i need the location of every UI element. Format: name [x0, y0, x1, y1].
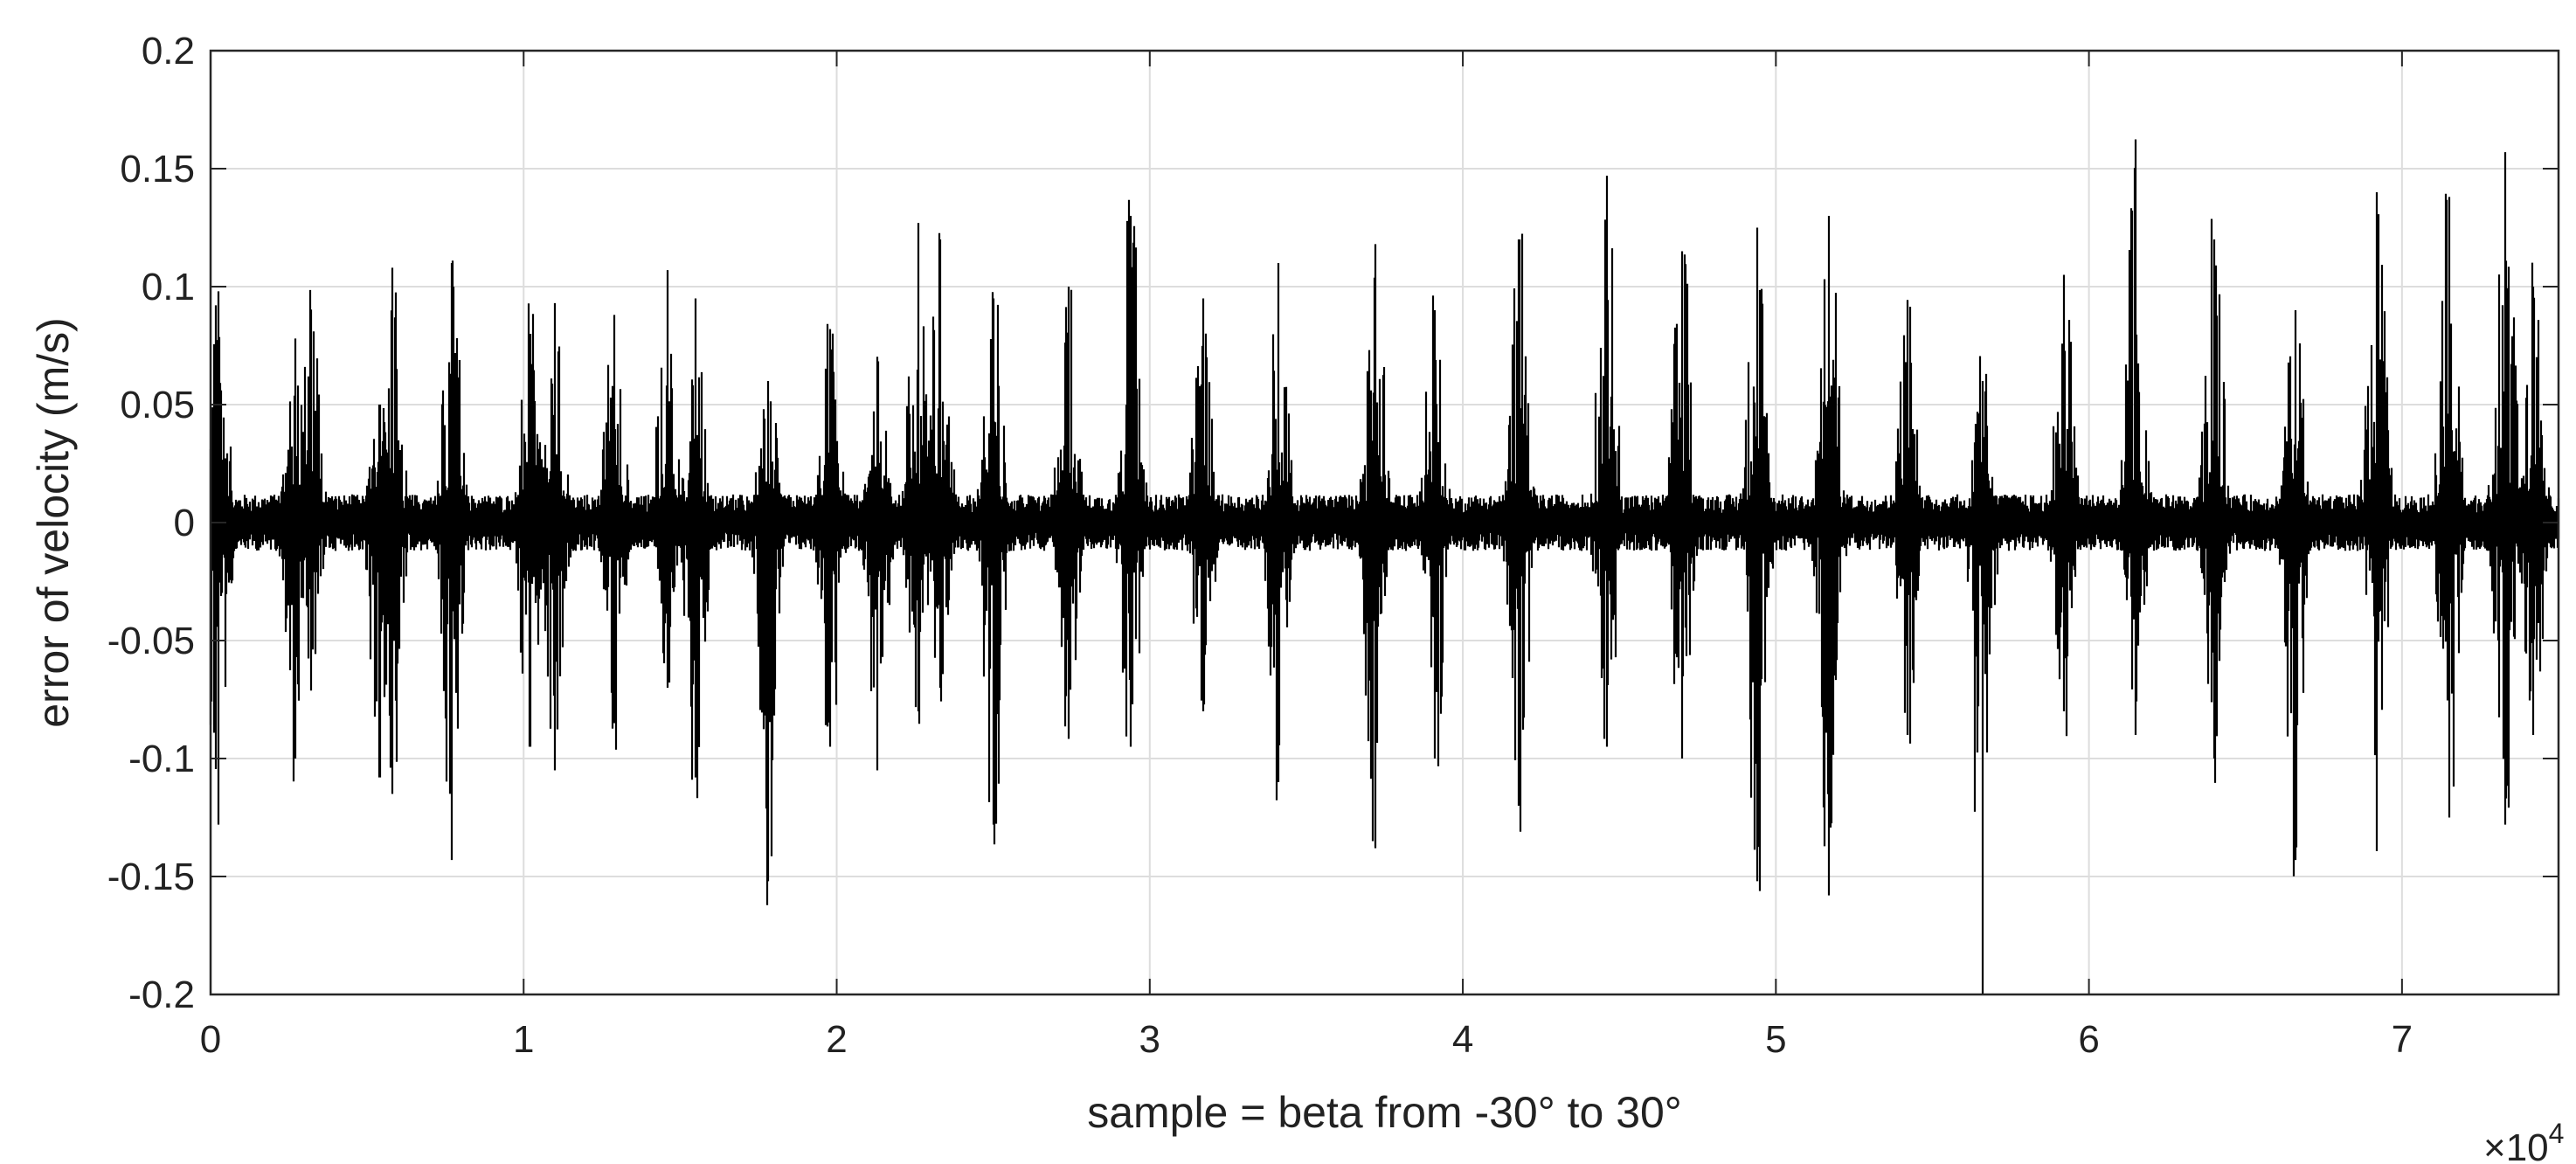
- y-axis-label: error of velocity (m/s): [29, 317, 78, 728]
- x-tick-label: 2: [826, 1018, 847, 1061]
- x-axis-label: sample = beta from -30° to 30°: [1087, 1088, 1682, 1137]
- y-tick-label: 0.05: [120, 384, 195, 426]
- y-tick-label: 0.15: [120, 148, 195, 191]
- x-tick-label: 3: [1139, 1018, 1160, 1061]
- x-tick-label: 0: [200, 1018, 221, 1061]
- x-tick-label: 4: [1452, 1018, 1473, 1061]
- y-tick-label: -0.2: [128, 973, 195, 1016]
- y-tick-label: 0.2: [142, 30, 195, 73]
- x-axis-exponent-power: 4: [2549, 1118, 2565, 1149]
- y-tick-label: -0.15: [107, 856, 195, 898]
- x-axis-exponent-base: ×10: [2483, 1126, 2549, 1164]
- x-axis-ticks: 0 1 2 3 4 5 6 7: [200, 51, 2413, 1061]
- y-axis-ticks: 0.2 0.15 0.1 0.05 0 -0.05 -0.1 -0.15 -0.2: [107, 30, 2559, 1016]
- y-tick-label: -0.05: [107, 620, 195, 662]
- y-tick-label: -0.1: [128, 738, 195, 780]
- x-tick-label: 5: [1765, 1018, 1786, 1061]
- x-tick-label: 7: [2392, 1018, 2413, 1061]
- y-tick-label: 0: [174, 502, 195, 544]
- y-tick-label: 0.1: [142, 266, 195, 308]
- x-axis-exponent: ×104: [2483, 1118, 2564, 1164]
- x-tick-label: 1: [513, 1018, 534, 1061]
- x-tick-label: 6: [2078, 1018, 2099, 1061]
